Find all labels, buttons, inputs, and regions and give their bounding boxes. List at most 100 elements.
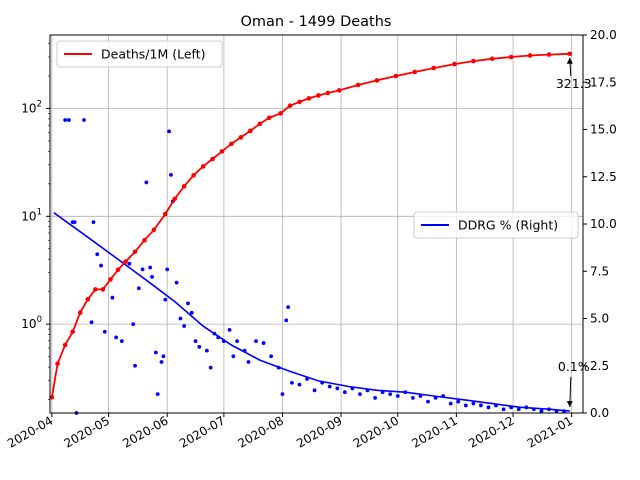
ddrg-point bbox=[463, 403, 468, 408]
ddrg-point bbox=[471, 401, 476, 406]
x-tick-label: 2020-11 bbox=[409, 413, 459, 450]
deaths-point bbox=[181, 183, 187, 189]
annotation-label: 321.3 bbox=[556, 76, 592, 91]
deaths-series bbox=[49, 51, 573, 400]
x-tick-label: 2020-10 bbox=[351, 413, 401, 450]
ddrg-point bbox=[186, 301, 190, 306]
x-tick-label: 2021-01 bbox=[525, 413, 575, 450]
deaths-point bbox=[431, 65, 436, 71]
ddrg-point bbox=[159, 360, 164, 364]
x-tick-label: 2020-07 bbox=[177, 413, 227, 450]
x-tick-label: 2020-06 bbox=[120, 413, 170, 450]
annotation-arrowhead bbox=[566, 57, 573, 64]
ddrg-point bbox=[99, 263, 103, 268]
ddrg-point bbox=[501, 407, 506, 412]
deaths-point bbox=[508, 54, 514, 60]
deaths-point bbox=[287, 103, 293, 109]
deaths-point bbox=[62, 342, 68, 348]
ddrg-point bbox=[150, 275, 154, 279]
ddrg-point bbox=[235, 339, 240, 344]
legend-ddrg-label: DDRG % (Right) bbox=[458, 218, 558, 233]
ddrg-point bbox=[448, 401, 453, 406]
deaths-point bbox=[85, 296, 91, 302]
ddrg-trend-line bbox=[53, 212, 570, 412]
deaths-point bbox=[132, 249, 138, 254]
ddrg-point bbox=[479, 403, 483, 408]
ddrg-point bbox=[231, 354, 236, 359]
ddrg-point bbox=[193, 339, 198, 344]
right-tick-label: 0.0 bbox=[590, 406, 609, 420]
x-tick-label: 2020-05 bbox=[62, 413, 112, 450]
ddrg-point bbox=[197, 344, 202, 349]
deaths-point bbox=[200, 164, 206, 169]
right-tick-label: 10.0 bbox=[590, 217, 617, 231]
ddrg-point bbox=[67, 118, 71, 122]
deaths-point bbox=[123, 259, 128, 264]
ddrg-point bbox=[140, 267, 145, 272]
right-tick-label: 15.0 bbox=[590, 123, 617, 137]
deaths-point bbox=[115, 267, 121, 272]
ddrg-point bbox=[286, 305, 291, 310]
ddrg-point bbox=[102, 329, 107, 334]
deaths-point bbox=[210, 156, 215, 162]
ddrg-point bbox=[131, 322, 136, 327]
ddrg-point bbox=[539, 409, 544, 414]
deaths-point bbox=[257, 121, 263, 127]
deaths-point bbox=[100, 287, 106, 292]
right-tick-label: 7.5 bbox=[590, 264, 609, 278]
ddrg-point bbox=[280, 392, 285, 396]
ddrg-point bbox=[358, 392, 362, 396]
ddrg-point bbox=[189, 310, 194, 315]
ddrg-point bbox=[133, 363, 137, 368]
deaths-point bbox=[412, 69, 418, 75]
deaths-point bbox=[471, 58, 476, 64]
deaths-point bbox=[142, 237, 147, 243]
x-tick-label: 2020-12 bbox=[466, 413, 516, 450]
legend-deaths: Deaths/1M (Left) bbox=[56, 40, 223, 68]
ddrg-point bbox=[110, 295, 115, 300]
annotations: 321.3 0.1% bbox=[556, 57, 592, 408]
ddrg-point bbox=[410, 395, 415, 400]
ddrg-point bbox=[127, 261, 132, 266]
right-tick-label: 5.0 bbox=[590, 312, 609, 326]
ddrg-point bbox=[136, 286, 141, 291]
deaths-point bbox=[355, 82, 361, 88]
deaths-point bbox=[162, 211, 168, 217]
x-tick-label: 2020-09 bbox=[294, 413, 344, 450]
deaths-point bbox=[55, 361, 60, 366]
ddrg-point bbox=[114, 335, 119, 340]
deaths-point bbox=[278, 111, 283, 116]
deaths-point bbox=[172, 196, 178, 202]
ddrg-point bbox=[335, 386, 340, 391]
ddrg-point bbox=[395, 394, 400, 398]
ddrg-point bbox=[167, 129, 171, 134]
chart-title: Oman - 1499 Deaths bbox=[241, 14, 392, 30]
annotation-arrowhead bbox=[566, 401, 573, 408]
ddrg-point bbox=[63, 118, 68, 122]
deaths-point bbox=[151, 227, 157, 233]
grid bbox=[50, 35, 583, 413]
axes: 2020-04 2020-05 2020-06 2020-07 2020-08 2020-… bbox=[5, 28, 617, 451]
left-tick-label: 101 bbox=[21, 207, 42, 223]
deaths-point bbox=[452, 61, 457, 67]
deaths-point bbox=[325, 90, 331, 96]
right-tick-label: 17.5 bbox=[590, 75, 617, 89]
left-tick-label: 100 bbox=[21, 315, 42, 331]
deaths-point bbox=[489, 56, 495, 62]
ddrg-point bbox=[486, 405, 491, 410]
ddrg-point bbox=[144, 180, 149, 185]
ddrg-point bbox=[373, 395, 377, 400]
ddrg-point bbox=[342, 390, 347, 395]
deaths-point bbox=[49, 394, 55, 400]
ddrg-point bbox=[161, 354, 166, 359]
ddrg-point bbox=[165, 267, 170, 272]
ddrg-point bbox=[456, 399, 461, 404]
right-tick-label: 12.5 bbox=[590, 170, 617, 184]
ddrg-point bbox=[204, 348, 209, 353]
ddrg-point bbox=[155, 392, 160, 396]
deaths-point bbox=[336, 88, 342, 93]
deaths-point bbox=[229, 141, 234, 147]
deaths-point bbox=[219, 149, 225, 154]
deaths-point bbox=[374, 78, 380, 83]
